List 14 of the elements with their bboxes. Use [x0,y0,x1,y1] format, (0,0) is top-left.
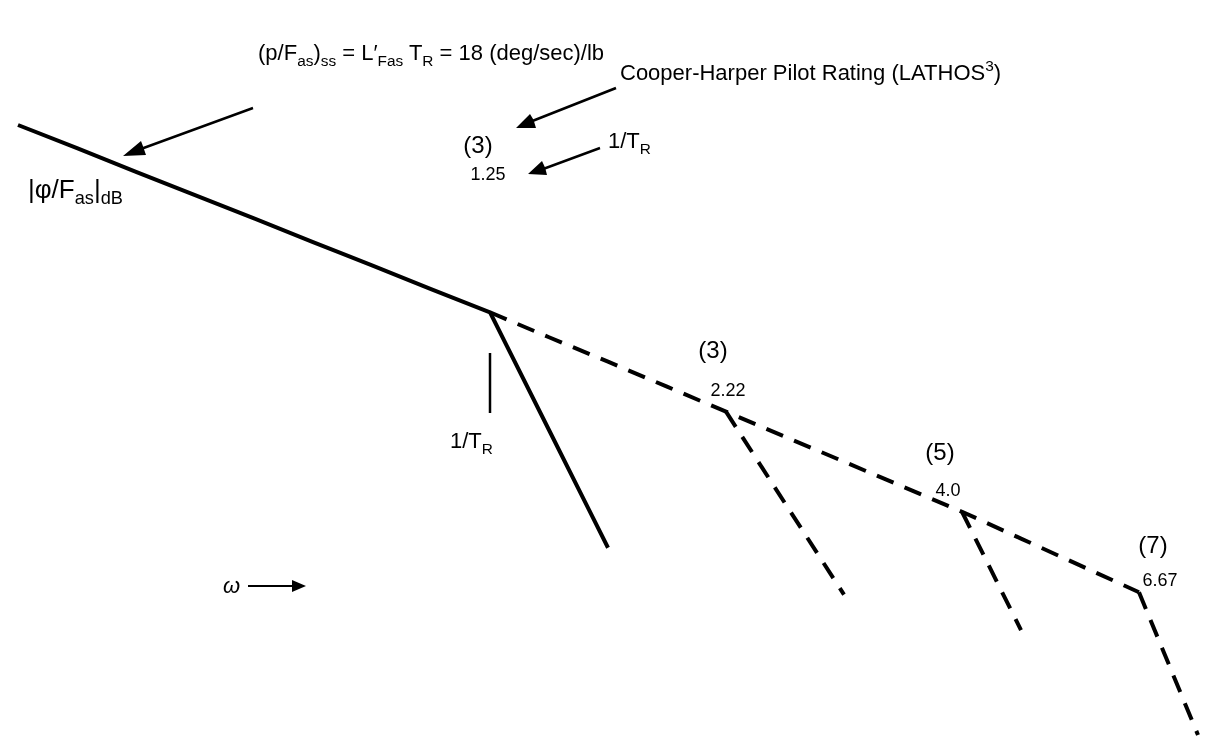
text: Cooper-Harper Pilot Rating (LATHOS$^{3}$) [620,57,1002,85]
text: (p/F$_{as}$)$_{ss}$ = L′$_{Fas}$ T$_{R}$ = 18 (deg/sec)/lb [258,40,605,69]
x-axis-title: ω [223,573,241,598]
annotation: (3) [698,336,728,363]
annotation: 1/T$_{R}$ [450,428,493,457]
annotation: (3) [463,131,493,158]
annotation: (7) [1138,531,1168,558]
annotation: 6.67 [1142,570,1178,590]
y-axis-title: |φ/F$_{as}$|$_{dB}$ [28,174,123,208]
annotation: 1.25 [470,164,506,184]
annotation: (5) [925,438,955,465]
annotation: 1/T$_{R}$ [608,128,651,157]
annotation: 4.0 [935,480,961,500]
annotation: 2.22 [710,380,746,400]
